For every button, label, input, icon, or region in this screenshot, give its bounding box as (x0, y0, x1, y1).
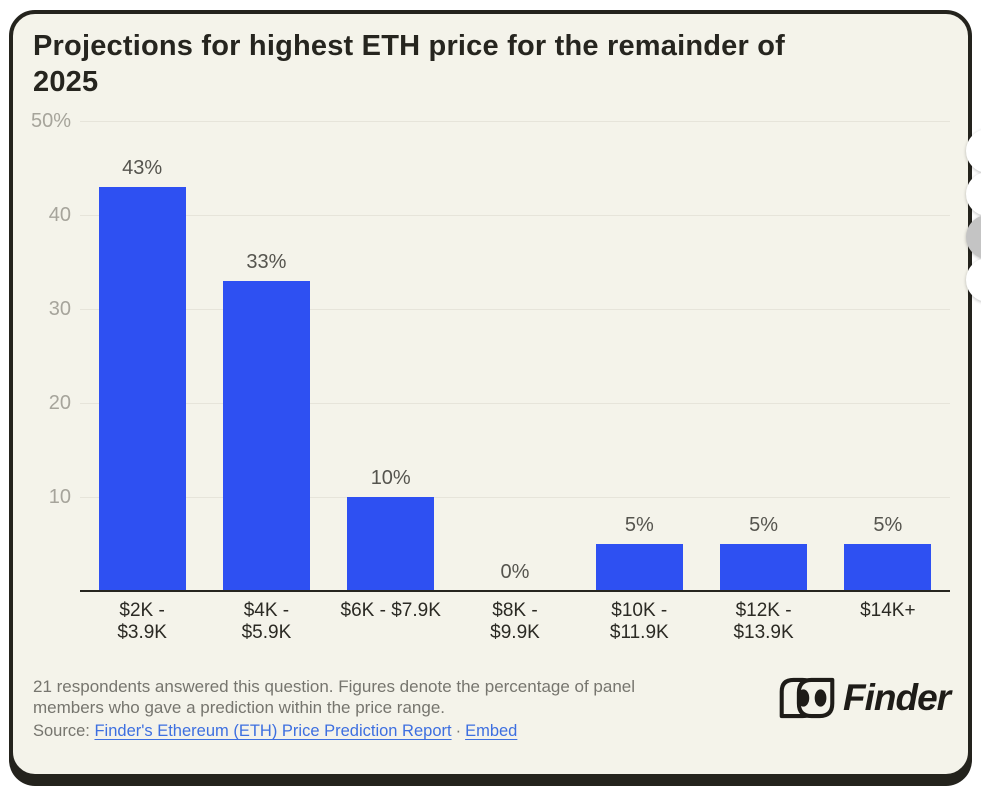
edge-floating-button-3[interactable] (966, 215, 981, 259)
separator-dot: · (455, 722, 462, 740)
embed-link[interactable]: Embed (465, 722, 518, 740)
x-axis-line (80, 590, 950, 592)
gridline (80, 308, 950, 310)
chart-footnote: 21 respondents answered this question. F… (33, 677, 636, 717)
bar-value-label: 0% (500, 561, 530, 583)
edge-floating-button-4[interactable] (966, 258, 981, 302)
source-label: Source: (33, 722, 90, 740)
bar-value-label: 5% (749, 514, 779, 536)
bar-chart: 50% 40 30 20 10 43% $2K - $3.9K 33% $4K - $5.9K 1… (13, 93, 960, 658)
source-report-link[interactable]: Finder's Ethereum (ETH) Price Prediction… (94, 722, 452, 740)
gridline (80, 214, 950, 216)
chart-card: Projections for highest ETH price for th… (9, 10, 972, 778)
x-axis-tick-label: $10K - $11.9K (609, 600, 669, 643)
bar-1[interactable] (98, 186, 186, 591)
chart-title: Projections for highest ETH price for th… (33, 30, 786, 98)
bar-5[interactable] (595, 544, 683, 591)
y-axis-tick-label: 40 (48, 204, 71, 226)
y-axis-tick-label: 10 (48, 486, 71, 508)
x-axis-tick-label: $6K - $7.9K (340, 600, 441, 621)
edge-floating-button-2[interactable] (966, 172, 981, 216)
edge-floating-button-1[interactable] (966, 129, 981, 173)
y-axis-tick-label: 20 (48, 392, 71, 414)
gridline (80, 496, 950, 498)
source-line: Source: Finder's Ethereum (ETH) Price Pr… (33, 721, 517, 741)
bar-value-label: 5% (624, 514, 654, 536)
x-axis-tick-label: $14K+ (860, 600, 916, 621)
finder-logo: Finder (779, 676, 951, 720)
bar-6[interactable] (720, 544, 808, 591)
x-axis-tick-label: $8K - $9.9K (490, 600, 540, 643)
x-axis-tick-label: $4K - $5.9K (241, 600, 292, 643)
bar-3[interactable] (347, 497, 435, 591)
bar-value-label: 5% (873, 514, 903, 536)
y-axis-tick-label: 30 (48, 298, 71, 320)
gridline (80, 402, 950, 404)
bar-value-label: 10% (370, 467, 411, 489)
bar-7[interactable] (844, 544, 932, 591)
x-axis-tick-label: $12K - $13.9K (733, 600, 794, 643)
bar-value-label: 43% (122, 156, 163, 179)
x-axis-tick-label: $2K - $3.9K (117, 600, 167, 643)
bar-2[interactable] (222, 280, 310, 591)
gridline (80, 120, 950, 122)
finder-wordmark: Finder (843, 677, 951, 718)
y-axis-tick-label: 50% (30, 110, 71, 132)
finder-eyes-icon (779, 677, 835, 719)
bar-value-label: 33% (246, 250, 287, 273)
